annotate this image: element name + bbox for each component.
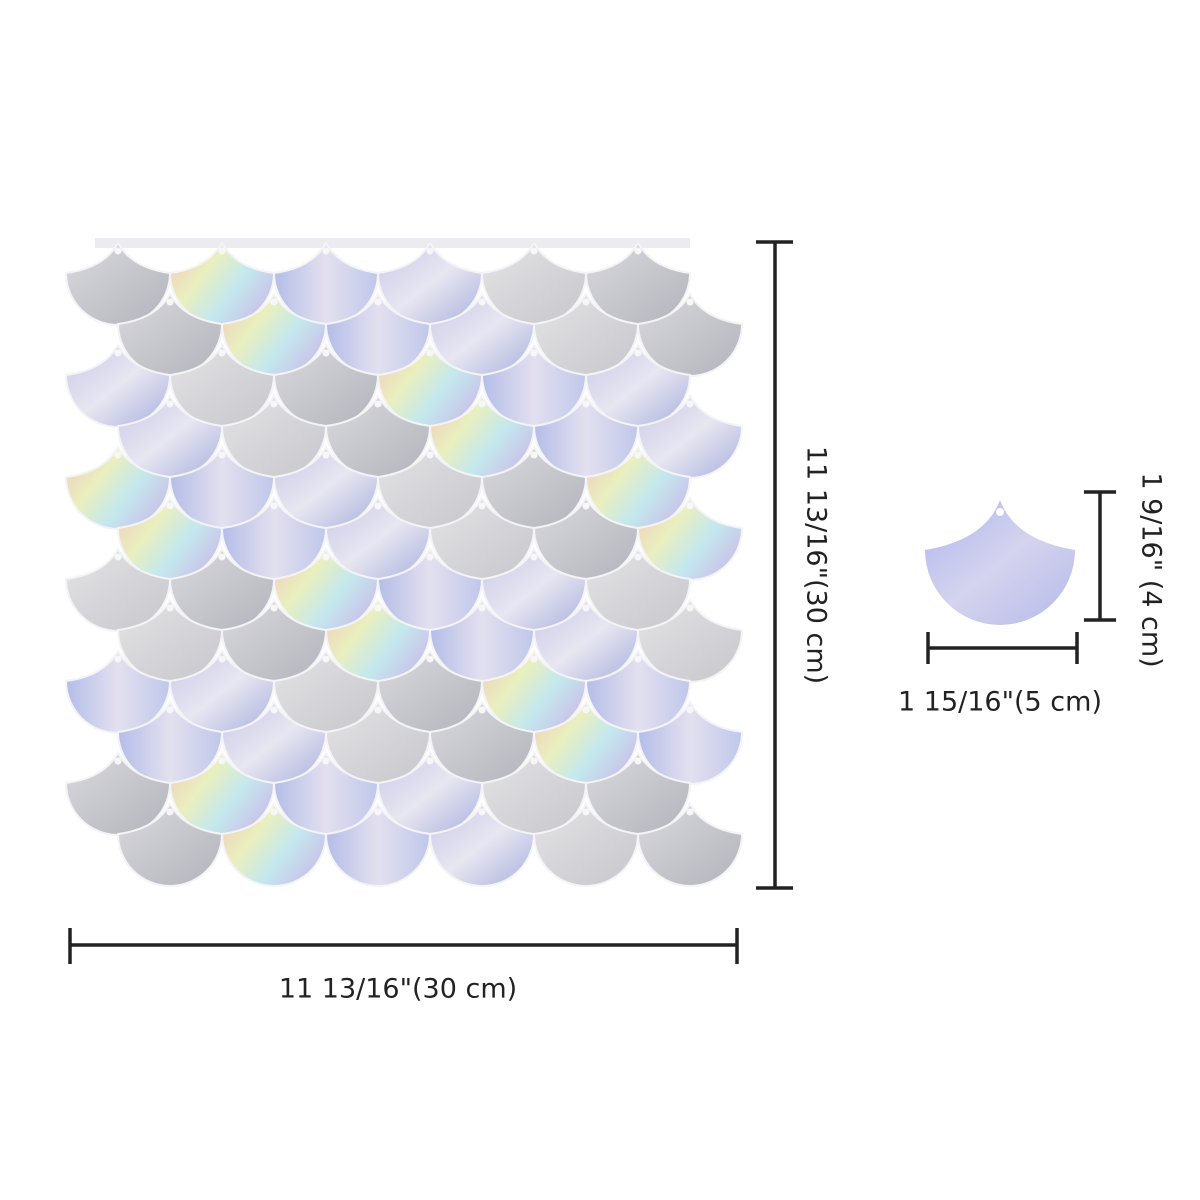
scale-piece <box>428 801 536 887</box>
scale-hole <box>686 808 694 816</box>
scale-hole <box>686 298 694 306</box>
scale-hole <box>478 502 486 510</box>
scale-hole <box>478 808 486 816</box>
panel-width-label: 11 13/16"(30 cm) <box>279 974 517 1005</box>
scale-hole <box>686 502 694 510</box>
panel-height-label: 11 13/16"(30 cm) <box>801 446 832 684</box>
scale-hole <box>996 508 1004 516</box>
dimension-line <box>926 632 1079 664</box>
scale-hole <box>634 451 642 459</box>
dimension-line <box>1084 490 1116 622</box>
scale-hole <box>270 298 278 306</box>
scale-hole <box>426 451 434 459</box>
scale-hole <box>166 502 174 510</box>
scale-piece <box>925 500 1075 625</box>
scale-piece <box>116 801 224 887</box>
scale-height-dimension: 1 9/16" (4 cm) <box>1084 472 1167 668</box>
scale-piece <box>220 801 328 887</box>
scale-hole <box>478 400 486 408</box>
scale-hole <box>530 757 538 765</box>
scale-hole <box>374 706 382 714</box>
scale-hole <box>374 298 382 306</box>
scale-hole <box>530 349 538 357</box>
scale-hole <box>322 655 330 663</box>
scale-height-label: 1 9/16" (4 cm) <box>1136 472 1167 667</box>
scale-hole <box>374 604 382 612</box>
scale-width-dimension: 1 15/16"(5 cm) <box>898 632 1102 718</box>
scale-piece <box>636 801 744 887</box>
scale-hole <box>114 553 122 561</box>
scale-piece <box>324 801 432 887</box>
scale-hole <box>166 604 174 612</box>
scale-hole <box>582 502 590 510</box>
scale-hole <box>530 655 538 663</box>
sequin-panel <box>64 238 744 887</box>
scale-hole <box>686 604 694 612</box>
dimension-line <box>68 928 739 964</box>
dimension-line <box>756 240 793 890</box>
scale-hole <box>634 655 642 663</box>
scale-hole <box>582 808 590 816</box>
scale-hole <box>634 247 642 255</box>
scale-hole <box>270 604 278 612</box>
panel-rail <box>95 238 690 248</box>
scale-hole <box>634 349 642 357</box>
scale-hole <box>270 808 278 816</box>
scale-hole <box>426 757 434 765</box>
scale-hole <box>634 757 642 765</box>
scale-hole <box>218 247 226 255</box>
scale-hole <box>530 451 538 459</box>
scale-hole <box>686 400 694 408</box>
scale-hole <box>374 808 382 816</box>
panel-height-dimension: 11 13/16"(30 cm) <box>756 240 832 890</box>
scale-hole <box>114 655 122 663</box>
scale-hole <box>270 706 278 714</box>
scale-piece <box>532 801 640 887</box>
scale-hole <box>166 706 174 714</box>
single-scale <box>925 500 1075 625</box>
scale-hole <box>582 706 590 714</box>
scale-hole <box>322 247 330 255</box>
scale-hole <box>634 553 642 561</box>
scale-hole <box>114 247 122 255</box>
scale-hole <box>114 451 122 459</box>
scale-hole <box>686 706 694 714</box>
scale-hole <box>322 349 330 357</box>
scale-hole <box>478 298 486 306</box>
scale-hole <box>374 502 382 510</box>
scale-hole <box>374 400 382 408</box>
scale-hole <box>322 757 330 765</box>
scale-hole <box>582 604 590 612</box>
scale-hole <box>218 451 226 459</box>
scale-hole <box>270 400 278 408</box>
scale-hole <box>166 298 174 306</box>
scale-hole <box>218 757 226 765</box>
scale-hole <box>218 349 226 357</box>
scale-hole <box>322 451 330 459</box>
panel-width-dimension: 11 13/16"(30 cm) <box>68 928 739 1005</box>
scale-hole <box>582 400 590 408</box>
scale-hole <box>426 655 434 663</box>
scale-hole <box>426 247 434 255</box>
scale-hole <box>426 349 434 357</box>
scale-hole <box>322 553 330 561</box>
scale-hole <box>270 502 278 510</box>
scale-hole <box>582 298 590 306</box>
scale-hole <box>478 706 486 714</box>
scale-hole <box>114 349 122 357</box>
scale-hole <box>166 400 174 408</box>
scale-hole <box>478 604 486 612</box>
scale-hole <box>114 757 122 765</box>
scale-hole <box>530 553 538 561</box>
scale-hole <box>218 655 226 663</box>
scale-hole <box>426 553 434 561</box>
scale-width-label: 1 15/16"(5 cm) <box>898 687 1102 718</box>
scale-hole <box>530 247 538 255</box>
scale-hole <box>166 808 174 816</box>
scale-hole <box>218 553 226 561</box>
